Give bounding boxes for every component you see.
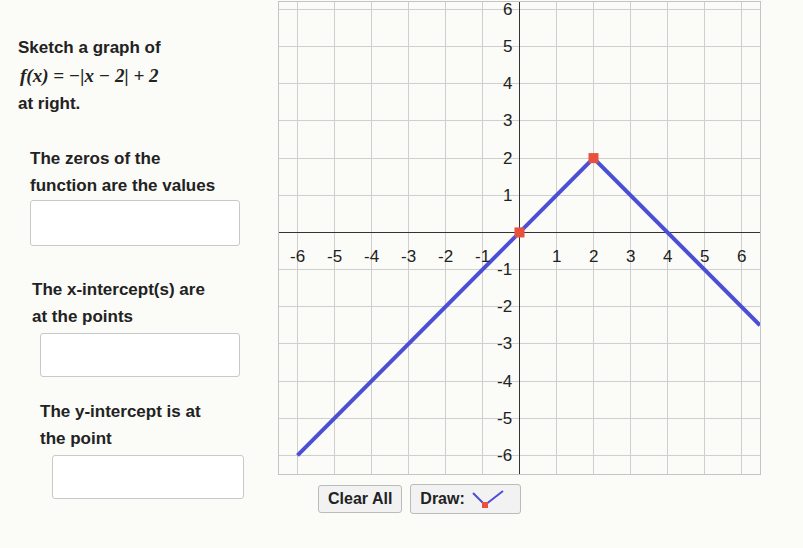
svg-text:-4: -4 [364,247,379,266]
svg-text:1: 1 [552,247,561,266]
svg-text:-2: -2 [497,297,512,316]
html-text:function are the values: function are the values [30,176,216,195]
svg-text:5: 5 [700,247,709,266]
svg-text:5: 5 [503,37,512,56]
html-text:at the points: at the points [32,307,134,326]
svg-text:6: 6 [737,247,746,266]
html-text:f(x) = −|x − 2| + 2: f(x) = −|x − 2| + 2 [20,65,159,86]
svg-text:2: 2 [503,149,512,168]
html-text:The x-intercept(s) are: The x-intercept(s) are [32,280,205,299]
svg-text:-6: -6 [290,247,305,266]
svg-text:-2: -2 [438,247,453,266]
html-text:Clear All: Clear All [328,490,393,507]
html-text:at right.: at right. [18,94,81,113]
svg-text:3: 3 [626,247,635,266]
html-text:The y-intercept is at: The y-intercept is at [40,402,201,421]
svg-text:-3: -3 [401,247,416,266]
svg-text:-4: -4 [497,372,512,391]
html-text:Sketch a graph of: Sketch a graph of [18,38,161,57]
html-text:Draw:: Draw: [420,490,465,507]
svg-text:1: 1 [503,186,512,205]
svg-text:3: 3 [503,111,512,130]
svg-text:4: 4 [503,74,512,93]
svg-text:-5: -5 [327,247,342,266]
svg-text:-6: -6 [497,446,512,465]
svg-text:-1: -1 [475,247,490,266]
svg-text:2: 2 [589,247,598,266]
html-text:The zeros of the: The zeros of the [30,149,161,168]
svg-text:-5: -5 [497,409,512,428]
svg-text:-1: -1 [497,260,512,279]
svg-text:4: 4 [663,247,672,266]
svg-text:6: 6 [503,0,512,19]
svg-text:-3: -3 [497,334,512,353]
html-text:the point: the point [40,429,112,448]
